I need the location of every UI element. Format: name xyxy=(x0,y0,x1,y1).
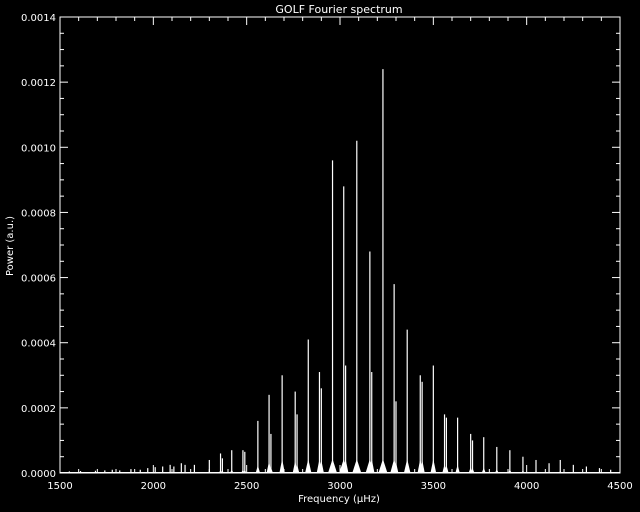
peak-base xyxy=(444,464,449,473)
plot-frame xyxy=(59,16,621,474)
peak-base xyxy=(268,467,273,473)
peak-base xyxy=(470,468,475,473)
peak-base xyxy=(558,471,562,473)
peak-base xyxy=(328,459,338,473)
peak-base xyxy=(229,469,234,473)
peak-base xyxy=(368,459,375,473)
plot-border xyxy=(59,16,621,474)
peak-base xyxy=(352,459,362,473)
peak-base xyxy=(403,459,411,473)
peak-base xyxy=(243,469,247,473)
y-axis-label: Power (a.u.) xyxy=(5,216,16,276)
peak-base xyxy=(342,459,349,473)
x-axis-label: Frequency (μHz) xyxy=(298,494,380,505)
y-tick-label: 0.0004 xyxy=(21,339,56,350)
y-tick-label: 0.0008 xyxy=(21,208,56,219)
x-axis: 1500 2000 2500 3000 3500 4000 4500 xyxy=(47,17,633,492)
x-tick-label: 2500 xyxy=(234,481,259,492)
peak-base xyxy=(255,465,261,473)
peak-base xyxy=(305,459,312,473)
x-tick-label: 4500 xyxy=(607,481,632,492)
peak-base xyxy=(393,462,399,473)
peak-base xyxy=(419,459,425,473)
y-tick-label: 0.0006 xyxy=(21,274,56,285)
x-tick-label: 3000 xyxy=(327,481,352,492)
x-tick-label: 4000 xyxy=(514,481,539,492)
peak-base xyxy=(318,460,324,473)
peak-base xyxy=(534,471,538,473)
peak-base xyxy=(455,464,460,473)
peak-base xyxy=(508,469,512,473)
peak-base xyxy=(494,469,499,473)
peak-base xyxy=(207,471,211,473)
x-tick-label: 2000 xyxy=(141,481,166,492)
peak-base xyxy=(279,459,285,473)
spectrum-peaks xyxy=(60,69,620,473)
peak-base xyxy=(521,470,525,473)
x-tick-label: 3500 xyxy=(421,481,446,492)
y-axis: 0.0000 0.0002 0.0004 0.0006 0.0008 0.0010 0.00… xyxy=(21,13,620,480)
peak-base xyxy=(220,470,225,473)
y-tick-label: 0.0002 xyxy=(21,404,56,415)
y-tick-label: 0.0010 xyxy=(21,143,56,154)
peak-base xyxy=(378,459,388,473)
y-tick-label: 0.0014 xyxy=(21,13,56,24)
peak-base xyxy=(481,467,486,473)
y-tick-label: 0.0012 xyxy=(21,78,56,89)
chart-title: GOLF Fourier spectrum xyxy=(275,3,402,16)
peak-base xyxy=(294,464,300,473)
x-tick-label: 1500 xyxy=(47,481,72,492)
y-tick-label: 0.0000 xyxy=(21,469,56,480)
peak-base xyxy=(430,459,437,473)
